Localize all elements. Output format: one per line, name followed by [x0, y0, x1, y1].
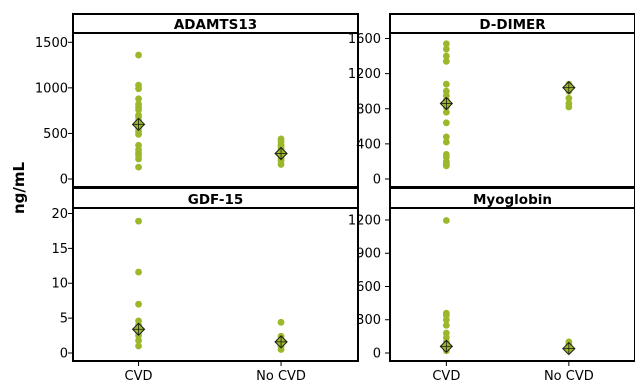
- panel-frame: [389, 187, 635, 362]
- data-point: [442, 119, 450, 127]
- data-point: [442, 217, 450, 224]
- data-point: [135, 51, 142, 59]
- y-tick-label: 1200: [348, 67, 381, 82]
- data-point: [135, 317, 142, 325]
- data-point: [565, 94, 573, 102]
- panel-myoglobin: Myoglobin 0 300 600 900 1200 CVD No CVD: [348, 187, 635, 384]
- y-axis-label: ng/mL: [10, 162, 28, 215]
- data-point: [442, 40, 450, 48]
- data-point: [135, 141, 142, 149]
- panel-gdf-15: GDF-15 0 5 10 15 20 CVD No CVD: [51, 187, 359, 384]
- panel-title: ADAMTS13: [174, 17, 257, 33]
- y-tick-label: 15: [51, 242, 68, 257]
- data-point: [442, 52, 450, 60]
- x-tick-label: No CVD: [544, 369, 594, 384]
- y-tick-label: 0: [60, 347, 68, 362]
- data-point: [442, 321, 450, 329]
- data-point: [135, 300, 142, 308]
- panel-adamts13: ADAMTS13 0 500 1000 1500: [35, 13, 359, 188]
- data-point: [442, 151, 450, 158]
- data-point: [135, 163, 142, 171]
- data-point: [442, 309, 450, 317]
- data-point: [135, 95, 142, 103]
- x-tick-label: CVD: [432, 369, 460, 384]
- y-tick-label: 900: [356, 247, 381, 262]
- data-point: [442, 108, 450, 116]
- y-tick-label: 5: [60, 312, 68, 327]
- data-point: [442, 57, 450, 65]
- y-tick-label: 0: [60, 173, 68, 188]
- y-tick-label: 500: [43, 127, 68, 142]
- y-tick-label: 600: [356, 280, 381, 295]
- panel-frame: [72, 187, 359, 362]
- data-point: [135, 111, 142, 119]
- data-point: [135, 217, 142, 225]
- panel-title: Myoglobin: [473, 192, 552, 208]
- data-point: [135, 100, 142, 108]
- y-tick-label: 20: [51, 207, 68, 222]
- data-point: [277, 135, 285, 143]
- y-tick-label: 10: [51, 277, 68, 292]
- data-point: [135, 268, 142, 276]
- x-tick-label: No CVD: [256, 369, 306, 384]
- data-point: [135, 81, 142, 89]
- data-point: [442, 45, 450, 53]
- data-point: [442, 87, 450, 95]
- data-point: [135, 342, 142, 350]
- y-tick-label: 1200: [348, 213, 381, 228]
- x-tick-label: CVD: [125, 369, 153, 384]
- y-tick-label: 300: [356, 313, 381, 328]
- data-point: [277, 318, 285, 326]
- data-point: [442, 329, 450, 337]
- panel-d-dimer: D-DIMER 0 400 800 1200 1600: [348, 13, 635, 188]
- y-tick-label: 400: [356, 137, 381, 152]
- data-point: [442, 133, 450, 141]
- y-tick-label: 0: [373, 173, 381, 188]
- y-tick-label: 1000: [35, 81, 68, 96]
- panel-frame: [72, 13, 359, 188]
- panel-title: GDF-15: [188, 192, 243, 208]
- y-tick-label: 1500: [35, 36, 68, 51]
- y-tick-label: 1600: [348, 32, 381, 47]
- data-point: [442, 80, 450, 88]
- panel-title: D-DIMER: [479, 17, 546, 33]
- data-point: [442, 138, 450, 146]
- panel-frame: [389, 13, 635, 188]
- data-point: [135, 337, 142, 344]
- y-tick-label: 0: [373, 347, 381, 362]
- y-tick-label: 800: [356, 102, 381, 117]
- data-point: [565, 100, 573, 107]
